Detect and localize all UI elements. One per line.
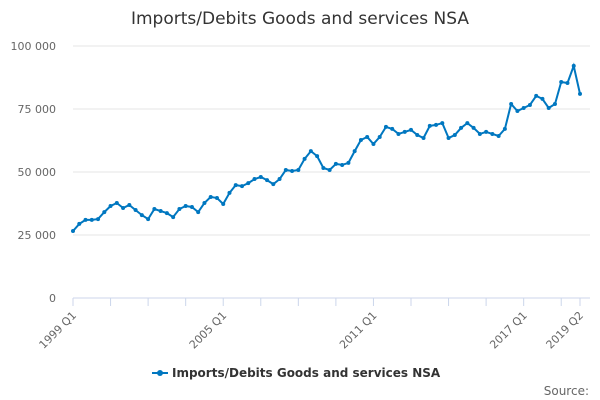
series-line [72,62,581,232]
data-point[interactable] [77,221,82,226]
data-point[interactable] [146,217,151,222]
data-point[interactable] [471,125,476,130]
data-point[interactable] [452,132,457,137]
x-tick-label: 2017 Q1 [487,309,530,352]
data-point[interactable] [283,167,288,172]
data-point[interactable] [434,122,439,127]
data-point[interactable] [265,178,270,183]
data-point[interactable] [315,154,320,159]
legend[interactable]: Imports/Debits Goods and services NSA [152,366,441,380]
data-point[interactable] [565,81,570,86]
data-point[interactable] [383,124,388,129]
y-tick-label: 75 000 [18,103,57,116]
data-point[interactable] [121,206,126,211]
data-point[interactable] [340,162,345,167]
y-tick-label: 0 [49,292,56,305]
data-point[interactable] [83,217,88,222]
data-point[interactable] [196,210,201,215]
data-point[interactable] [308,149,313,154]
data-point[interactable] [540,96,545,101]
data-point[interactable] [189,205,194,210]
data-point[interactable] [571,63,576,68]
data-point[interactable] [477,131,482,136]
data-point[interactable] [415,132,420,137]
data-point[interactable] [133,208,138,213]
data-point[interactable] [321,165,326,170]
data-point[interactable] [409,127,413,132]
data-point[interactable] [127,203,132,208]
data-point[interactable] [96,217,101,222]
data-point[interactable] [465,121,470,126]
data-point[interactable] [515,109,520,114]
data-point[interactable] [427,123,432,128]
data-point[interactable] [534,93,539,98]
data-point[interactable] [290,168,295,173]
data-point[interactable] [578,91,582,96]
data-point[interactable] [102,210,107,215]
data-point[interactable] [114,200,119,205]
data-point[interactable] [108,204,113,209]
data-point[interactable] [459,125,464,130]
data-point[interactable] [352,149,357,154]
data-point[interactable] [183,204,188,209]
data-point[interactable] [484,129,489,134]
data-point[interactable] [365,134,370,139]
data-point[interactable] [509,101,514,106]
data-point[interactable] [346,160,351,165]
data-point[interactable] [214,195,219,200]
x-tick-label: 1999 Q1 [37,309,80,352]
x-tick-label: 2005 Q1 [187,309,230,352]
data-point[interactable] [546,105,551,110]
data-point[interactable] [496,133,501,138]
data-point[interactable] [89,217,94,222]
data-point[interactable] [258,175,263,180]
data-point[interactable] [402,129,407,134]
data-point[interactable] [521,105,526,110]
data-point[interactable] [446,135,451,140]
data-point[interactable] [490,131,495,136]
data-point[interactable] [152,207,157,212]
data-point[interactable] [421,135,426,140]
data-point[interactable] [252,177,257,182]
data-point[interactable] [208,194,213,199]
data-point[interactable] [158,209,163,214]
legend-marker-icon [157,370,163,376]
data-point[interactable] [302,156,307,161]
data-point[interactable] [502,126,507,131]
data-point[interactable] [396,131,401,136]
data-point[interactable] [221,202,226,207]
data-point[interactable] [227,190,232,195]
data-point[interactable] [371,142,376,147]
data-point[interactable] [171,215,176,220]
x-tick-label: 2011 Q1 [337,309,380,352]
data-point[interactable] [71,228,75,233]
data-point[interactable] [390,126,395,131]
data-point[interactable] [527,102,532,107]
data-point[interactable] [552,101,557,106]
source-label: Source: [544,384,589,398]
data-point[interactable] [559,80,564,85]
data-point[interactable] [440,121,445,126]
y-tick-label: 50 000 [18,166,57,179]
data-point[interactable] [240,184,244,189]
data-point[interactable] [296,167,301,172]
data-point[interactable] [139,213,144,218]
data-point[interactable] [164,211,169,216]
y-tick-label: 100 000 [11,40,57,53]
data-point[interactable] [202,200,207,205]
x-tick-label: 2019 Q2 [544,309,587,352]
data-point[interactable] [327,167,332,172]
data-point[interactable] [177,207,182,212]
legend-label: Imports/Debits Goods and services NSA [172,366,441,380]
data-point[interactable] [358,137,363,142]
data-point[interactable] [377,134,382,139]
data-point[interactable] [333,161,338,166]
data-point[interactable] [271,182,276,187]
y-tick-label: 25 000 [18,229,57,242]
data-point[interactable] [246,181,251,186]
data-point[interactable] [233,183,238,188]
chart-title: Imports/Debits Goods and services NSA [131,9,469,29]
data-point[interactable] [277,177,282,182]
